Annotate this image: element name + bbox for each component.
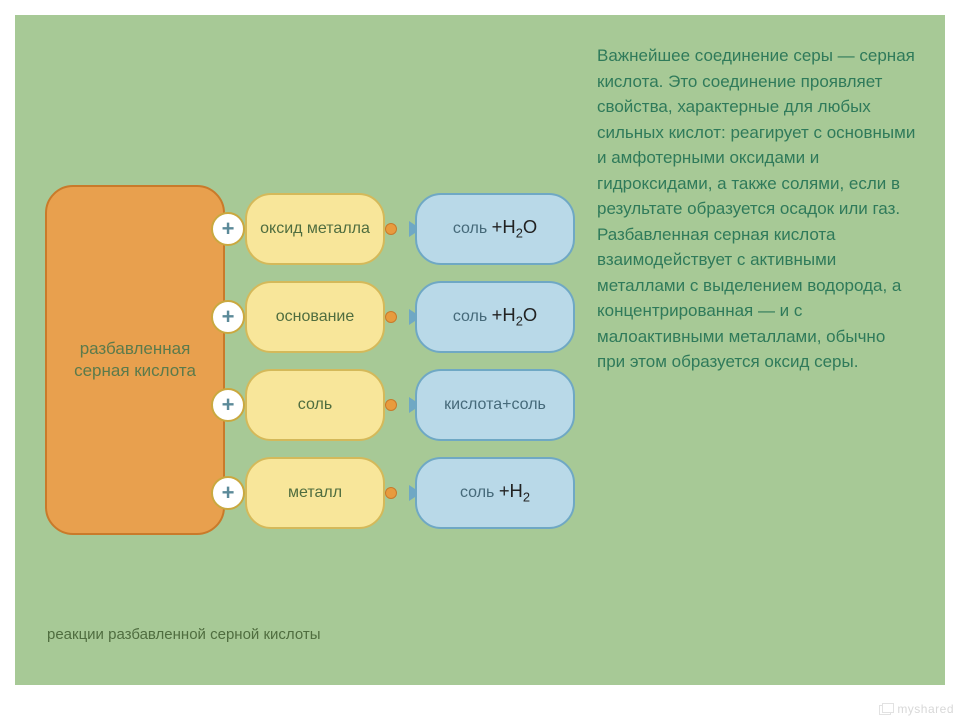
reactant-box: оксид металла (245, 193, 385, 265)
main-reactant-box: разбавленная серная кислота (45, 185, 225, 535)
product-box: соль +H2O (415, 193, 575, 265)
slide-canvas: разбавленная серная кислота + оксид метал… (15, 15, 945, 685)
product-label: соль +H2O (453, 216, 537, 241)
plus-icon: + (211, 212, 245, 246)
plus-icon: + (211, 476, 245, 510)
slides-icon (879, 703, 893, 715)
reactant-label: соль (298, 395, 332, 414)
connector-dot-icon (385, 223, 397, 235)
plus-icon: + (211, 300, 245, 334)
reactant-box: соль (245, 369, 385, 441)
reactant-box: основание (245, 281, 385, 353)
diagram-caption: реакции разбавленной серной кислоты (47, 626, 320, 643)
product-label: соль +H2O (453, 304, 537, 329)
plus-icon: + (211, 388, 245, 422)
reactant-label: металл (288, 483, 342, 502)
main-reactant-label: разбавленная серная кислота (57, 338, 213, 382)
watermark-text: myshared (897, 702, 954, 716)
description-paragraph: Важнейшее соединение серы — серная кисло… (597, 43, 917, 375)
connector-dot-icon (385, 399, 397, 411)
product-box: соль +H2 (415, 457, 575, 529)
connector-dot-icon (385, 311, 397, 323)
reactant-box: металл (245, 457, 385, 529)
product-box: кислота+соль (415, 369, 575, 441)
product-box: соль +H2O (415, 281, 575, 353)
reactant-label: основание (276, 307, 355, 326)
product-label: соль +H2 (460, 480, 530, 505)
reactant-label: оксид металла (260, 219, 370, 238)
reaction-diagram: разбавленная серная кислота + оксид метал… (45, 185, 565, 555)
watermark: myshared (879, 702, 954, 716)
product-label: кислота+соль (444, 395, 546, 414)
connector-dot-icon (385, 487, 397, 499)
